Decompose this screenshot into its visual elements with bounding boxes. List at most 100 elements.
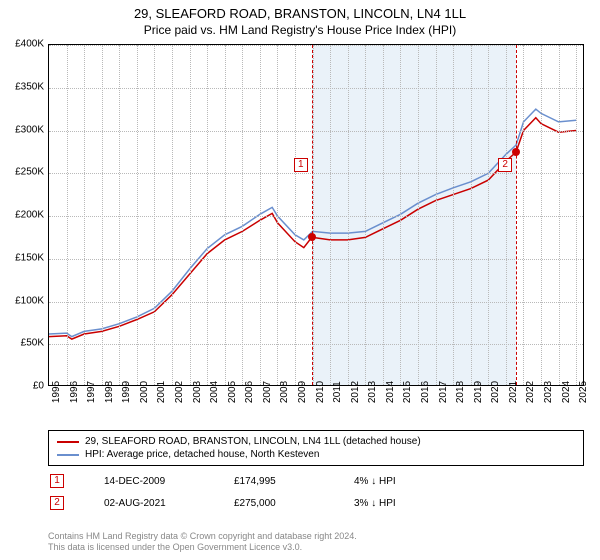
x-axis-label: 1995 — [51, 381, 62, 403]
chart-title: 29, SLEAFORD ROAD, BRANSTON, LINCOLN, LN… — [0, 6, 600, 21]
legend-row-2: HPI: Average price, detached house, Nort… — [57, 448, 575, 461]
sale-marker-1: 1 — [50, 474, 64, 488]
legend-row-1: 29, SLEAFORD ROAD, BRANSTON, LINCOLN, LN… — [57, 435, 575, 448]
gridline-v — [190, 45, 191, 385]
footer-line-2: This data is licensed under the Open Gov… — [48, 542, 357, 554]
gridline-v — [365, 45, 366, 385]
chart-container: 29, SLEAFORD ROAD, BRANSTON, LINCOLN, LN… — [0, 0, 600, 560]
marker-box-2: 2 — [498, 158, 512, 172]
y-axis-label: £100K — [0, 295, 44, 306]
gridline-h — [49, 45, 583, 46]
x-axis-label: 2017 — [438, 381, 449, 403]
gridline-v — [225, 45, 226, 385]
gridline-v — [313, 45, 314, 385]
gridline-v — [295, 45, 296, 385]
gridline-h — [49, 216, 583, 217]
legend-block: 29, SLEAFORD ROAD, BRANSTON, LINCOLN, LN… — [48, 430, 584, 510]
chart-svg — [49, 45, 583, 385]
gridline-h — [49, 259, 583, 260]
gridline-v — [242, 45, 243, 385]
x-axis-label: 1997 — [86, 381, 97, 403]
y-axis-label: £350K — [0, 81, 44, 92]
gridline-v — [330, 45, 331, 385]
gridline-v — [400, 45, 401, 385]
x-axis-label: 1998 — [104, 381, 115, 403]
y-axis-label: £400K — [0, 39, 44, 50]
x-axis-label: 2020 — [490, 381, 501, 403]
sale-price-2: £275,000 — [234, 498, 314, 509]
gridline-v — [541, 45, 542, 385]
plot-area: 12 — [48, 44, 584, 386]
chart-subtitle: Price paid vs. HM Land Registry's House … — [0, 23, 600, 37]
gridline-h — [49, 88, 583, 89]
sale-row-1: 1 14-DEC-2009 £174,995 4% ↓ HPI — [48, 474, 584, 488]
gridline-v — [418, 45, 419, 385]
gridline-v — [471, 45, 472, 385]
gridline-v — [102, 45, 103, 385]
gridline-h — [49, 173, 583, 174]
gridline-v — [559, 45, 560, 385]
gridline-v — [348, 45, 349, 385]
legend-label-1: 29, SLEAFORD ROAD, BRANSTON, LINCOLN, LN… — [85, 436, 421, 447]
gridline-v — [137, 45, 138, 385]
gridline-v — [154, 45, 155, 385]
x-axis-label: 2013 — [367, 381, 378, 403]
x-axis-label: 2023 — [543, 381, 554, 403]
gridline-h — [49, 302, 583, 303]
gridline-v — [84, 45, 85, 385]
gridline-v — [67, 45, 68, 385]
x-axis-label: 2011 — [332, 381, 343, 403]
x-axis-label: 2012 — [350, 381, 361, 403]
x-axis-label: 1999 — [121, 381, 132, 403]
marker-vline-2 — [516, 45, 517, 385]
sale-date-2: 02-AUG-2021 — [104, 498, 194, 509]
marker-box-1: 1 — [294, 158, 308, 172]
sale-date-1: 14-DEC-2009 — [104, 476, 194, 487]
gridline-v — [436, 45, 437, 385]
gridline-v — [172, 45, 173, 385]
title-block: 29, SLEAFORD ROAD, BRANSTON, LINCOLN, LN… — [0, 0, 600, 39]
gridline-v — [260, 45, 261, 385]
marker-dot-2 — [512, 148, 520, 156]
y-axis-label: £50K — [0, 338, 44, 349]
x-axis-label: 2019 — [473, 381, 484, 403]
y-axis-label: £250K — [0, 167, 44, 178]
x-axis-label: 2008 — [279, 381, 290, 403]
x-axis-label: 2022 — [525, 381, 536, 403]
footer-text: Contains HM Land Registry data © Crown c… — [48, 531, 357, 554]
marker-dot-1 — [308, 233, 316, 241]
sale-diff-1: 4% ↓ HPI — [354, 476, 396, 487]
x-axis-label: 2016 — [420, 381, 431, 403]
gridline-v — [383, 45, 384, 385]
marker-vline-1 — [312, 45, 313, 385]
x-axis-label: 2001 — [156, 381, 167, 403]
x-axis-label: 2015 — [402, 381, 413, 403]
gridline-v — [277, 45, 278, 385]
legend-label-2: HPI: Average price, detached house, Nort… — [85, 449, 319, 460]
x-axis-label: 2025 — [578, 381, 589, 403]
legend-swatch-2 — [57, 454, 79, 456]
gridline-h — [49, 344, 583, 345]
x-axis-label: 2003 — [192, 381, 203, 403]
x-axis-label: 2007 — [262, 381, 273, 403]
x-axis-label: 2009 — [297, 381, 308, 403]
sale-price-1: £174,995 — [234, 476, 314, 487]
y-axis-label: £150K — [0, 252, 44, 263]
y-axis-label: £300K — [0, 124, 44, 135]
sale-diff-2: 3% ↓ HPI — [354, 498, 396, 509]
footer-line-1: Contains HM Land Registry data © Crown c… — [48, 531, 357, 543]
y-axis-label: £0 — [0, 381, 44, 392]
gridline-h — [49, 131, 583, 132]
sale-marker-2: 2 — [50, 496, 64, 510]
gridline-v — [488, 45, 489, 385]
x-axis-label: 2004 — [209, 381, 220, 403]
gridline-v — [207, 45, 208, 385]
gridline-v — [576, 45, 577, 385]
x-axis-label: 2014 — [385, 381, 396, 403]
sale-row-2: 2 02-AUG-2021 £275,000 3% ↓ HPI — [48, 496, 584, 510]
x-axis-label: 2002 — [174, 381, 185, 403]
x-axis-label: 2021 — [508, 381, 519, 403]
gridline-v — [119, 45, 120, 385]
x-axis-label: 2024 — [561, 381, 572, 403]
x-axis-label: 2010 — [315, 381, 326, 403]
